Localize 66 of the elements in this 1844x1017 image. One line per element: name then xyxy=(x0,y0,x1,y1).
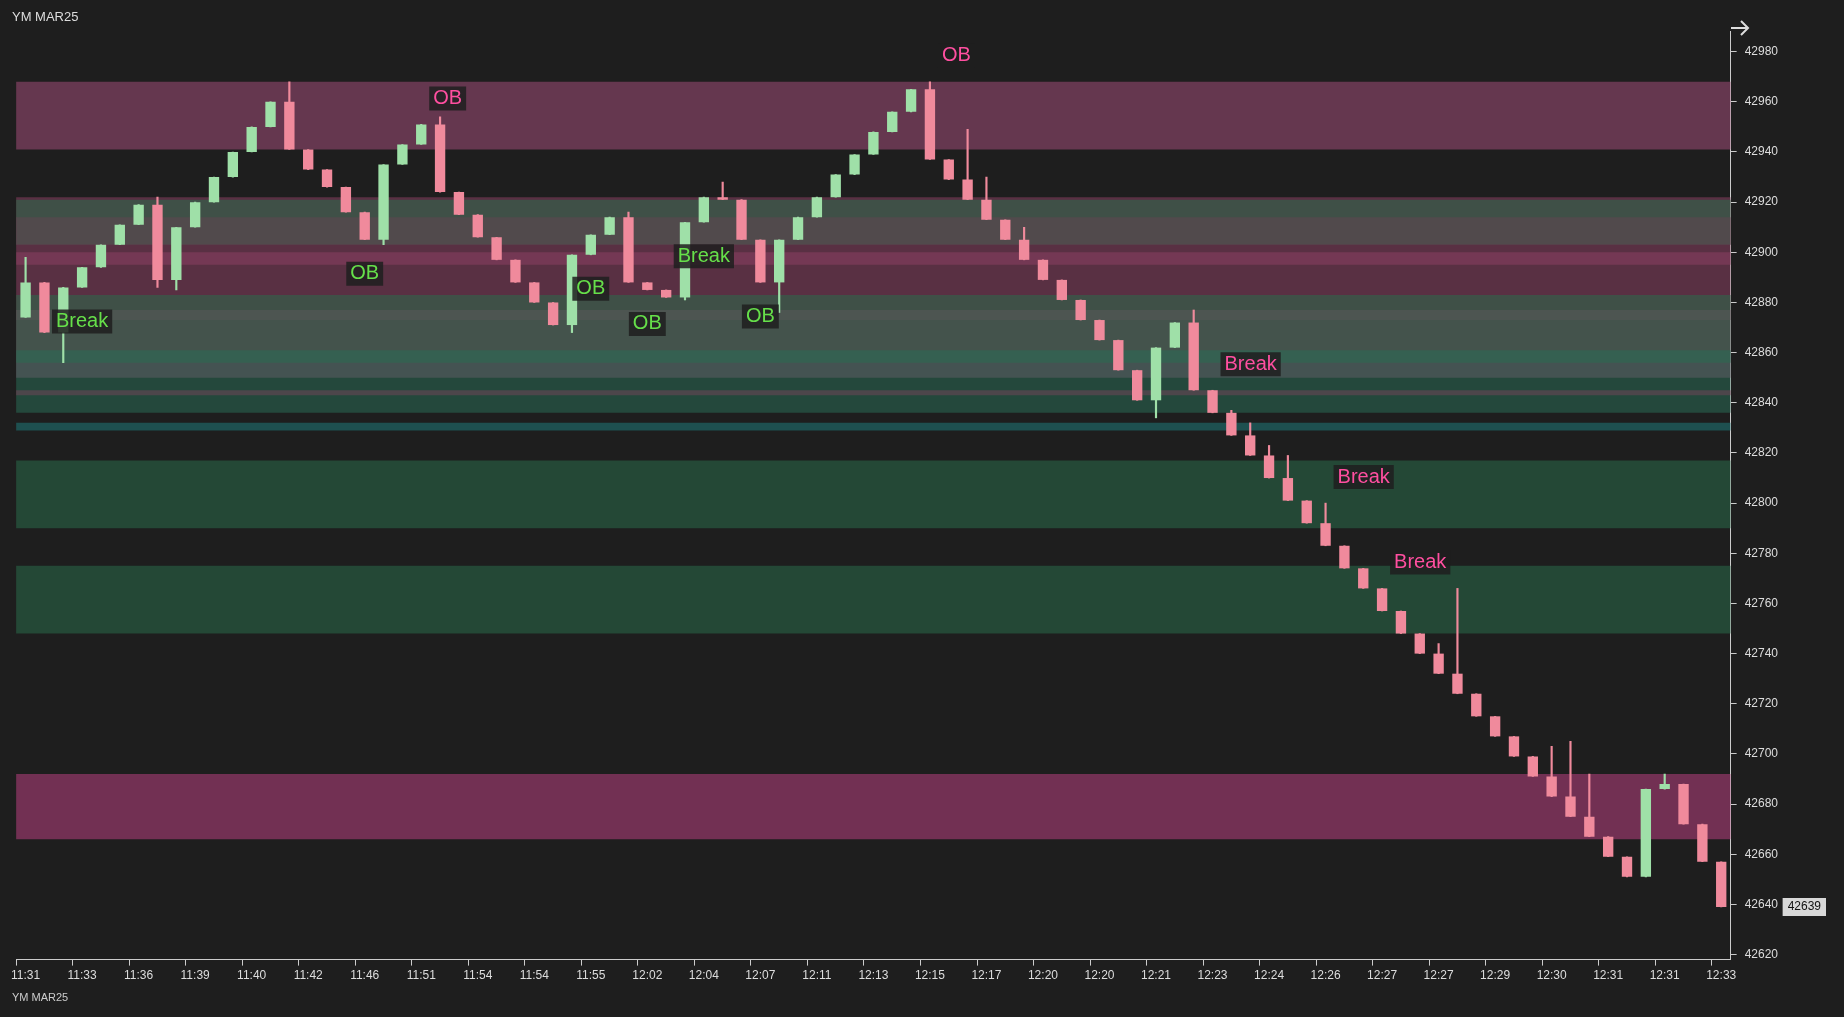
x-tick-label: 12:26 xyxy=(1310,968,1341,983)
y-tick-label: 42700 xyxy=(1744,746,1779,761)
candlestick xyxy=(1565,741,1576,817)
x-tick-label: 11:36 xyxy=(124,968,154,983)
x-tick-label: 11:33 xyxy=(67,968,98,983)
x-tick-label: 12:13 xyxy=(858,968,889,983)
x-tick-label: 12:27 xyxy=(1423,968,1454,983)
y-tick-label: 42640 xyxy=(1744,896,1779,911)
annotation: Break xyxy=(1394,549,1448,572)
x-tick-label: 12:04 xyxy=(688,968,720,983)
y-tick-label: 42900 xyxy=(1744,244,1779,259)
text: 42639 xyxy=(1787,899,1822,914)
x-tick-label: 12:23 xyxy=(1197,968,1228,983)
annotation: OB xyxy=(433,85,463,108)
x-tick-label: 11:39 xyxy=(180,968,211,983)
x-tick-label: 12:31 xyxy=(1593,968,1624,983)
y-tick-label: 42660 xyxy=(1744,846,1779,861)
text: YM MAR25 xyxy=(12,991,69,1004)
y-tick-label: 42840 xyxy=(1744,395,1779,410)
x-tick-label: 11:55 xyxy=(576,968,606,983)
x-tick-label: 11:54 xyxy=(519,968,550,983)
y-tick-label: 42780 xyxy=(1744,545,1779,560)
y-tick-label: 42860 xyxy=(1744,344,1779,359)
annotation: Break xyxy=(1224,351,1278,374)
x-tick-label: 12:30 xyxy=(1536,968,1567,983)
x-tick-label: 12:33 xyxy=(1706,968,1737,983)
x-tick-label: 12:07 xyxy=(745,968,776,983)
x-tick-label: 11:51 xyxy=(406,968,437,983)
x-tick-label: 12:20 xyxy=(1027,968,1059,983)
x-tick-label: 11:40 xyxy=(237,968,267,983)
x-tick-label: 12:29 xyxy=(1480,968,1511,983)
y-tick-label: 42680 xyxy=(1744,796,1779,811)
annotation: OB xyxy=(350,261,380,284)
y-tick-label: 42960 xyxy=(1744,94,1779,109)
x-tick-label: 12:24 xyxy=(1254,968,1285,983)
y-tick-label: 42920 xyxy=(1744,194,1779,209)
annotation: OB xyxy=(632,311,662,334)
annotation: OB xyxy=(941,43,971,66)
x-tick-label: 11:46 xyxy=(350,968,380,983)
candlestick xyxy=(1452,588,1463,695)
annotation: OB xyxy=(576,276,606,299)
x-tick-label: 11:54 xyxy=(463,968,493,983)
x-tick-label: 12:21 xyxy=(1140,968,1172,983)
y-tick-label: 42880 xyxy=(1744,294,1779,309)
x-tick-label: 12:15 xyxy=(914,968,946,983)
chart-title: YM MAR25 xyxy=(12,9,79,25)
y-tick-label: 42820 xyxy=(1744,445,1779,460)
x-tick-label: 11:42 xyxy=(293,968,324,983)
annotation: Break xyxy=(55,308,110,331)
annotation: OB xyxy=(745,303,775,326)
x-tick-label: 12:11 xyxy=(802,968,832,983)
y-tick-label: 42940 xyxy=(1744,144,1779,159)
x-tick-label: 12:02 xyxy=(632,968,663,983)
y-tick-label: 42980 xyxy=(1744,43,1779,58)
x-tick-label: 12:20 xyxy=(1084,968,1115,983)
x-tick-label: 12:27 xyxy=(1367,968,1398,983)
x-tick-label: 11:31 xyxy=(11,968,41,983)
y-tick-label: 42620 xyxy=(1744,946,1779,961)
annotation: Break xyxy=(1337,464,1391,487)
x-tick-label: 12:31 xyxy=(1649,968,1681,983)
x-tick-label: 12:17 xyxy=(971,968,1002,983)
annotation: Break xyxy=(677,243,731,266)
y-tick-label: 42720 xyxy=(1744,696,1779,711)
y-tick-label: 42800 xyxy=(1744,495,1779,510)
y-tick-label: 42760 xyxy=(1744,595,1779,610)
y-tick-label: 42740 xyxy=(1744,645,1779,660)
